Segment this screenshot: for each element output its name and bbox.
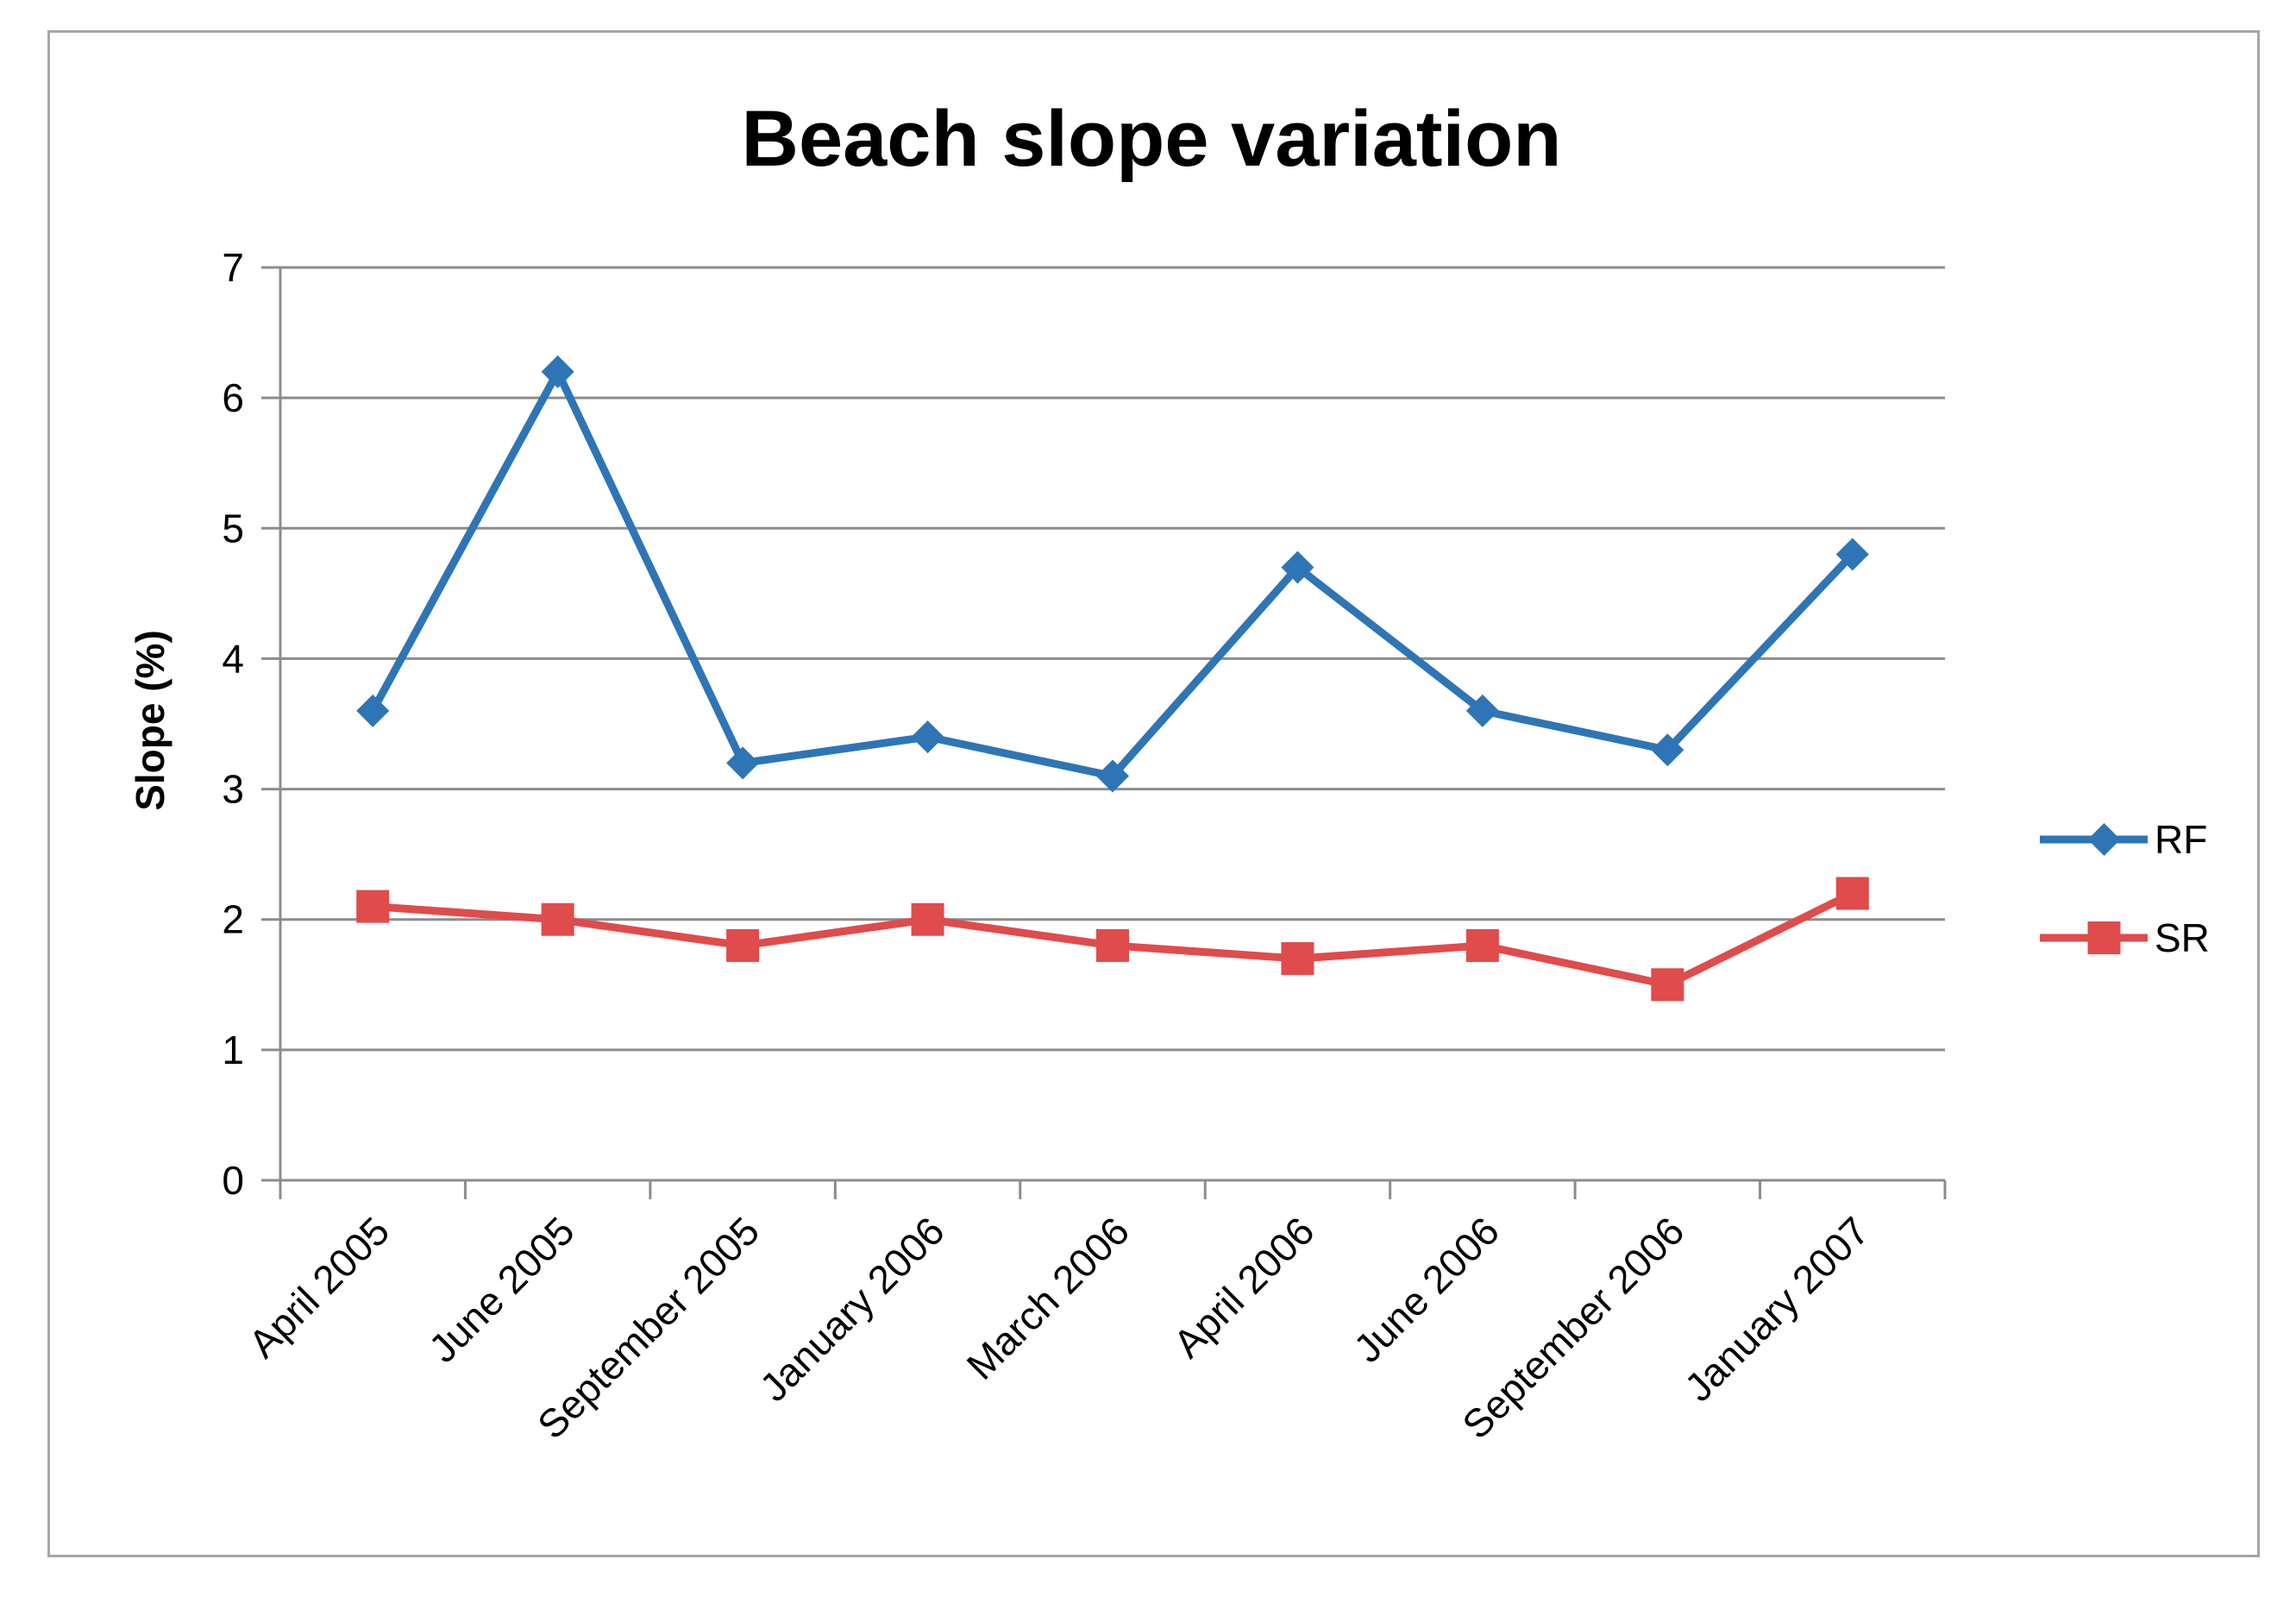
chart-frame [47,30,2260,1557]
series-layer [356,355,1869,1002]
y-tick-label: 1 [222,1028,244,1072]
y-tick-label: 6 [222,375,244,420]
x-tick-label: April 2005 [240,1208,398,1366]
y-tick-label: 2 [222,897,244,942]
data-point-rf [356,694,390,727]
data-point-rf [1651,733,1684,767]
y-tick-label: 7 [222,245,244,290]
series-sr [356,877,1869,1002]
legend-marker [2087,921,2121,954]
legend-entry-rf: RF [2040,817,2207,862]
legend-label: SR [2155,915,2210,960]
data-point-sr [1835,877,1869,910]
series-rf [356,355,1869,793]
data-point-rf [541,355,574,388]
data-point-sr [1096,928,1129,962]
chart-title: Beach slope variation [742,95,1562,183]
data-point-sr [541,902,574,936]
legend-label: RF [2155,817,2207,862]
y-axis-label: Slope (%) [128,630,173,811]
legend-marker [2087,823,2121,856]
y-tick-label: 0 [222,1158,244,1203]
data-point-rf [1465,694,1499,727]
y-tick-label: 4 [222,636,244,681]
data-point-sr [911,902,944,936]
y-tick-label: 3 [222,767,244,812]
y-tick-labels: 0 1 2 3 4 5 6 7 [222,245,244,1203]
data-point-rf [911,720,944,754]
series-line-rf [368,368,1857,780]
data-point-sr [1651,968,1684,1002]
data-point-sr [1465,928,1499,962]
x-tick-label: June 2005 [420,1208,583,1371]
legend: RF SR [2040,817,2210,960]
data-point-sr [356,890,390,923]
data-point-rf [1096,759,1129,793]
data-point-sr [726,928,760,962]
data-point-rf [1281,550,1314,584]
data-point-rf [1835,538,1869,571]
data-point-sr [1281,942,1314,976]
x-tick-label: June 2006 [1345,1208,1508,1371]
axes [261,267,1947,1199]
legend-entry-sr: SR [2040,915,2210,960]
data-point-rf [726,746,760,780]
x-tick-label: March 2006 [958,1208,1139,1388]
y-tick-label: 5 [222,506,244,550]
x-tick-label: January 2006 [751,1208,953,1410]
x-tick-label: April 2006 [1164,1208,1322,1366]
x-tick-label: January 2007 [1676,1208,1878,1410]
